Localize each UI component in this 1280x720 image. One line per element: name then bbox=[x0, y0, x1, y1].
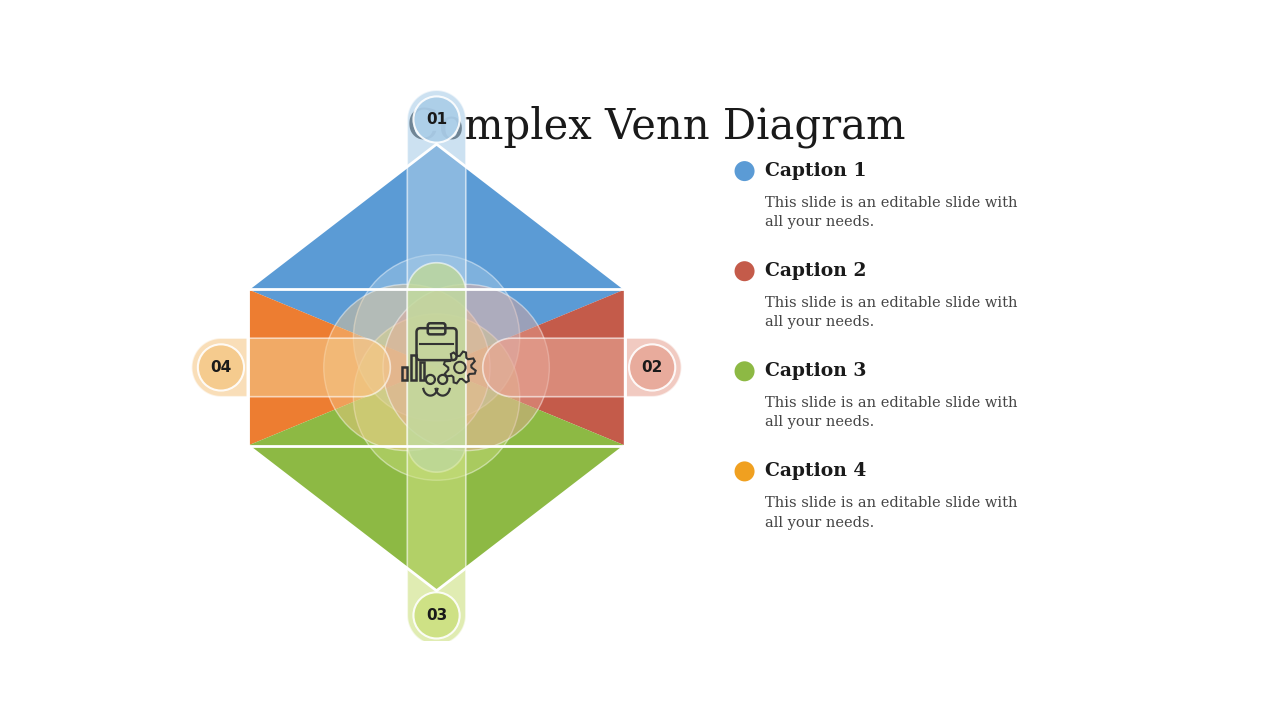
Text: Caption 1: Caption 1 bbox=[765, 162, 867, 180]
Circle shape bbox=[735, 462, 755, 482]
Text: 02: 02 bbox=[641, 360, 663, 375]
Bar bbox=[411, 354, 416, 380]
Circle shape bbox=[413, 96, 460, 143]
Text: 04: 04 bbox=[210, 360, 232, 375]
Bar bbox=[402, 367, 407, 380]
Circle shape bbox=[198, 344, 244, 390]
Polygon shape bbox=[407, 263, 466, 644]
Polygon shape bbox=[407, 90, 466, 472]
Polygon shape bbox=[483, 338, 681, 397]
Circle shape bbox=[383, 284, 549, 451]
Text: Caption 3: Caption 3 bbox=[765, 362, 867, 380]
Circle shape bbox=[413, 593, 460, 639]
Text: Complex Venn Diagram: Complex Venn Diagram bbox=[407, 106, 905, 148]
Polygon shape bbox=[248, 367, 625, 590]
Polygon shape bbox=[248, 144, 625, 367]
Circle shape bbox=[628, 344, 676, 390]
Circle shape bbox=[353, 314, 520, 480]
Circle shape bbox=[353, 255, 520, 421]
Polygon shape bbox=[436, 289, 625, 446]
Circle shape bbox=[324, 284, 490, 451]
Circle shape bbox=[735, 261, 755, 282]
Text: Caption 2: Caption 2 bbox=[765, 262, 867, 280]
Text: This slide is an editable slide with
all your needs.: This slide is an editable slide with all… bbox=[765, 196, 1018, 229]
Circle shape bbox=[735, 361, 755, 382]
Polygon shape bbox=[248, 289, 436, 446]
Circle shape bbox=[735, 161, 755, 181]
Bar bbox=[420, 362, 425, 380]
Text: This slide is an editable slide with
all your needs.: This slide is an editable slide with all… bbox=[765, 396, 1018, 429]
Polygon shape bbox=[192, 338, 390, 397]
Text: This slide is an editable slide with
all your needs.: This slide is an editable slide with all… bbox=[765, 496, 1018, 529]
Text: 03: 03 bbox=[426, 608, 447, 623]
Text: This slide is an editable slide with
all your needs.: This slide is an editable slide with all… bbox=[765, 296, 1018, 329]
Text: Caption 4: Caption 4 bbox=[765, 462, 867, 480]
Text: 01: 01 bbox=[426, 112, 447, 127]
